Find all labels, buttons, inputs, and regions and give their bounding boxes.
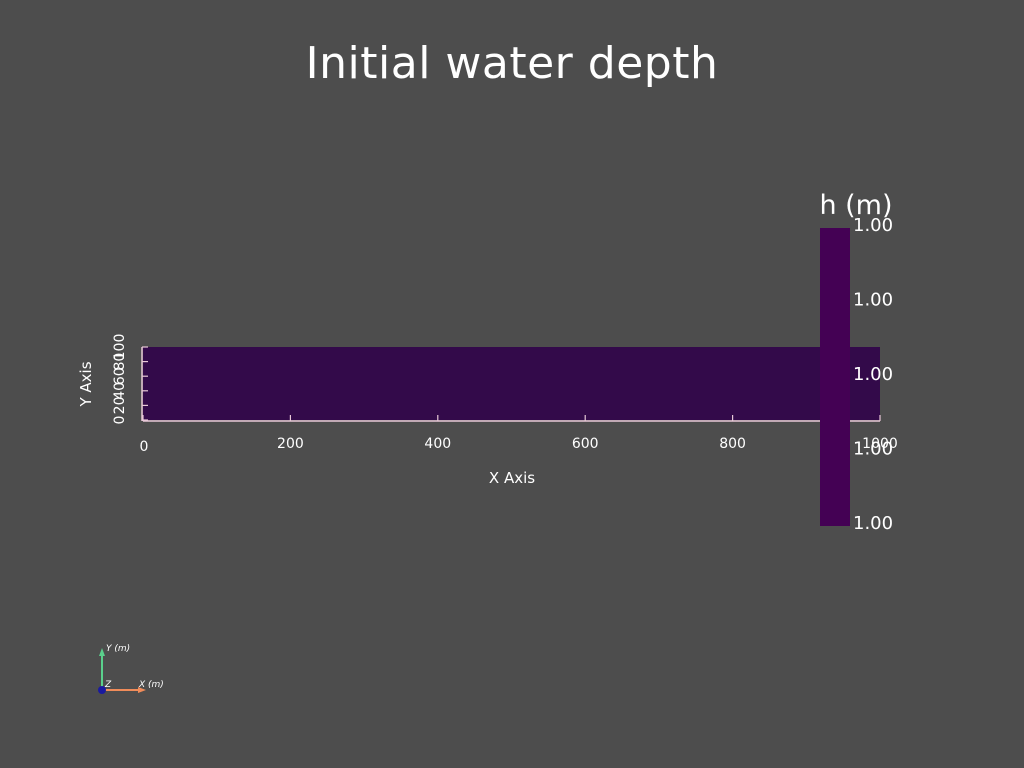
y-tick-label: 40 [112,382,128,400]
triad-z-label: Z [104,680,112,690]
y-axis-title: Y Axis [77,361,95,407]
water-depth-field [143,347,880,420]
triad-x-arrowhead [138,687,146,693]
x-tick-label: 800 [719,436,746,452]
x-tick-label: 1000 [862,436,898,452]
chart-title: Initial water depth [305,38,719,89]
colorbar-label: 1.00 [853,513,893,534]
x-tick-label: 600 [572,436,599,452]
x-tick-label: 200 [277,436,304,452]
colorbar-labels: 1.00 1.00 1.00 1.00 1.00 [853,215,893,534]
triad-y-arrowhead [99,648,105,656]
triad-y-label: Y (m) [106,644,130,654]
colorbar-label: 1.00 [853,364,893,385]
y-tick-label: 20 [112,396,128,414]
x-ticks: 0 200 400 600 800 1000 [140,415,898,455]
colorbar-label: 1.00 [853,215,893,236]
x-tick-label: 0 [140,439,149,455]
triad-z-axis [98,686,106,694]
colorbar-gradient [820,228,850,526]
triad-x-label: X (m) [138,680,164,690]
y-tick-label: 0 [112,416,128,425]
orientation-triad: Y (m) X (m) Z [98,644,164,694]
x-tick-label: 400 [424,436,451,452]
y-tick-label: 100 [112,334,128,361]
colorbar-label: 1.00 [853,290,893,311]
colorbar: h (m) 1.00 1.00 1.00 1.00 1.00 [819,190,893,534]
colorbar-title: h (m) [819,190,892,221]
y-tick-label: 80 [112,353,128,371]
colorbar-label: 1.00 [853,439,893,460]
y-tick-label: 60 [112,367,128,385]
x-axis-title: X Axis [489,469,535,487]
